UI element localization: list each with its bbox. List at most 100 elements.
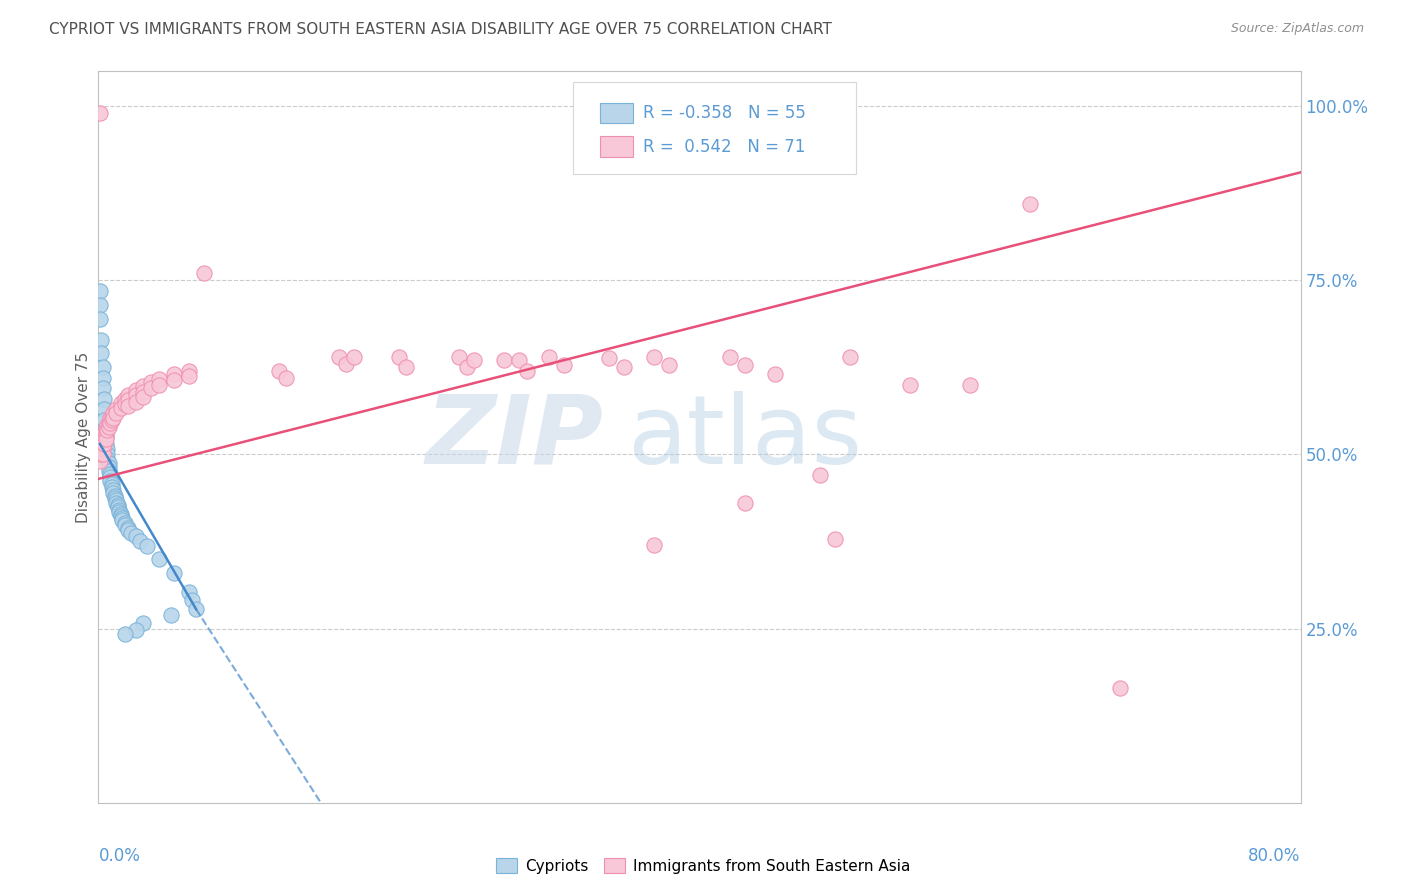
Point bbox=[763, 368, 786, 382]
Point bbox=[97, 456, 120, 470]
Point bbox=[132, 384, 155, 399]
Point bbox=[89, 441, 111, 455]
Point bbox=[90, 346, 112, 360]
Point bbox=[114, 517, 136, 532]
Point bbox=[89, 311, 111, 326]
Point bbox=[89, 298, 111, 312]
Point bbox=[91, 448, 114, 462]
Point bbox=[132, 379, 155, 393]
Point bbox=[516, 364, 538, 378]
Point bbox=[110, 401, 132, 415]
Text: ZIP: ZIP bbox=[426, 391, 603, 483]
Point bbox=[135, 540, 157, 554]
Point bbox=[117, 523, 139, 537]
Point bbox=[162, 566, 184, 580]
Point bbox=[808, 468, 831, 483]
Point bbox=[824, 533, 846, 547]
Point bbox=[734, 496, 756, 510]
Point bbox=[108, 502, 131, 516]
Point bbox=[97, 419, 120, 434]
Point bbox=[132, 390, 155, 404]
Point bbox=[613, 360, 636, 375]
Point bbox=[103, 483, 125, 497]
Y-axis label: Disability Age Over 75: Disability Age Over 75 bbox=[76, 351, 91, 523]
Point bbox=[898, 377, 921, 392]
Point bbox=[104, 491, 127, 505]
Point bbox=[117, 521, 139, 535]
Point bbox=[93, 432, 115, 446]
Point bbox=[598, 351, 620, 366]
Point bbox=[114, 397, 136, 411]
Point bbox=[91, 442, 114, 456]
Point bbox=[89, 106, 111, 120]
Point bbox=[162, 373, 184, 387]
Point bbox=[114, 392, 136, 406]
Point bbox=[94, 430, 117, 444]
Text: 80.0%: 80.0% bbox=[1249, 847, 1301, 864]
Point bbox=[494, 353, 516, 368]
Point bbox=[100, 411, 122, 425]
Point bbox=[90, 434, 112, 448]
Point bbox=[114, 516, 136, 530]
Point bbox=[101, 476, 124, 491]
Point bbox=[125, 623, 148, 637]
Point bbox=[105, 496, 128, 510]
Point bbox=[343, 350, 366, 364]
Point bbox=[108, 505, 131, 519]
Point bbox=[96, 448, 118, 462]
Point bbox=[125, 384, 148, 398]
Point bbox=[111, 513, 134, 527]
Point bbox=[117, 399, 139, 413]
Text: Source: ZipAtlas.com: Source: ZipAtlas.com bbox=[1230, 22, 1364, 36]
Point bbox=[110, 507, 132, 521]
Point bbox=[159, 607, 181, 622]
Point bbox=[97, 464, 120, 478]
Point bbox=[148, 377, 170, 392]
Point bbox=[125, 388, 148, 402]
Point bbox=[267, 364, 290, 378]
Point bbox=[162, 367, 184, 381]
Point bbox=[734, 359, 756, 373]
FancyBboxPatch shape bbox=[574, 82, 856, 174]
Point bbox=[184, 602, 207, 616]
Point bbox=[90, 441, 112, 455]
Point bbox=[94, 421, 117, 435]
Point bbox=[91, 430, 114, 444]
Point bbox=[89, 454, 111, 468]
Point bbox=[101, 409, 124, 423]
Point bbox=[94, 426, 117, 441]
Point bbox=[643, 350, 665, 364]
Bar bbox=[600, 136, 633, 157]
Point bbox=[111, 511, 134, 525]
Point bbox=[132, 616, 155, 631]
Point bbox=[276, 371, 298, 385]
Point bbox=[553, 359, 575, 373]
Point bbox=[105, 493, 128, 508]
Point bbox=[105, 401, 128, 416]
Point bbox=[177, 369, 200, 384]
Point bbox=[139, 381, 162, 395]
Point bbox=[96, 418, 118, 433]
Point bbox=[93, 402, 115, 417]
Point bbox=[90, 448, 112, 462]
Point bbox=[718, 350, 741, 364]
Point bbox=[538, 350, 561, 364]
Point bbox=[101, 480, 124, 494]
Point bbox=[91, 371, 114, 385]
Point bbox=[96, 442, 118, 456]
Point bbox=[97, 415, 120, 429]
Point bbox=[93, 437, 115, 451]
Point bbox=[388, 350, 411, 364]
Point bbox=[103, 406, 125, 420]
Text: atlas: atlas bbox=[627, 391, 862, 483]
Point bbox=[508, 353, 530, 368]
Point bbox=[328, 350, 350, 364]
Point bbox=[959, 377, 981, 392]
Text: CYPRIOT VS IMMIGRANTS FROM SOUTH EASTERN ASIA DISABILITY AGE OVER 75 CORRELATION: CYPRIOT VS IMMIGRANTS FROM SOUTH EASTERN… bbox=[49, 22, 832, 37]
Point bbox=[104, 489, 127, 503]
Point bbox=[335, 357, 357, 371]
Point bbox=[100, 470, 122, 484]
Point bbox=[117, 388, 139, 402]
Point bbox=[139, 375, 162, 389]
Point bbox=[91, 360, 114, 375]
